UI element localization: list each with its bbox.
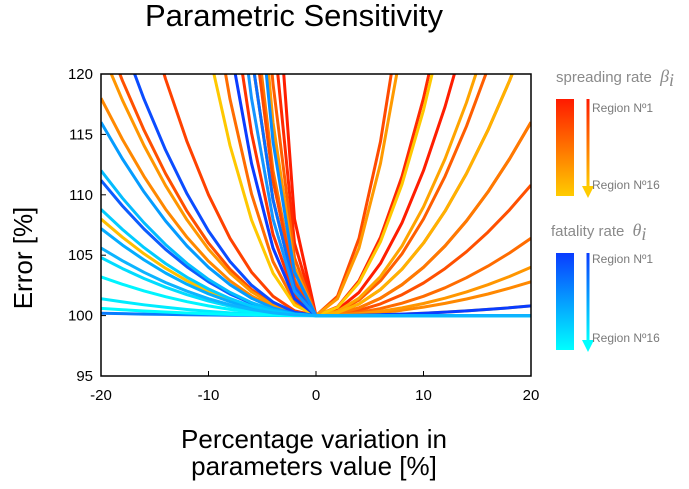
- x-tick-label: 20: [523, 387, 540, 404]
- plot-frame: [100, 73, 532, 377]
- y-tick-label: 115: [69, 126, 93, 143]
- series-line-13: [101, 217, 531, 318]
- legend-fatality-rate: fatality rate θi Region Nº1 Region Nº16: [551, 220, 660, 352]
- legend-fatality-title: fatality rate θi: [551, 220, 646, 244]
- x-axis-label-line1: Percentage variation in: [181, 424, 447, 454]
- legend-fatality-end-label: Region Nº16: [592, 331, 660, 345]
- x-tick-label: 10: [415, 387, 432, 404]
- legend-spreading-arrowhead: [582, 186, 594, 198]
- legend-spreading-start-label: Region Nº1: [592, 101, 653, 115]
- tick-layer: -20 -10 0 10 20 95 100 105 110 115 120: [68, 66, 539, 404]
- legend-spreading-rate: spreading rate βi Region Nº1 Region Nº16: [556, 66, 674, 198]
- x-axis-label-line2: parameters value [%]: [191, 451, 437, 481]
- y-tick-label: 110: [69, 187, 93, 204]
- series-line-32: [101, 246, 531, 318]
- series-line-24: [101, 227, 531, 318]
- series-line-10: [109, 74, 531, 318]
- legend-fatality-start-label: Region Nº1: [592, 252, 653, 266]
- legend-fatality-arrowhead: [582, 340, 594, 352]
- series-layer: [101, 74, 531, 318]
- series-line-25: [101, 169, 531, 318]
- y-tick-label: 105: [68, 247, 93, 264]
- x-tick-label: -20: [90, 387, 112, 404]
- chart-title: Parametric Sensitivity: [145, 0, 444, 33]
- legend-spreading-end-label: Region Nº16: [592, 178, 660, 192]
- legend-spreading-title: spreading rate βi: [556, 66, 674, 90]
- y-tick-label: 95: [76, 368, 93, 385]
- y-tick-label: 100: [68, 308, 93, 325]
- y-axis-label: Error [%]: [8, 207, 38, 310]
- x-tick-label: -10: [198, 387, 220, 404]
- x-tick-label: 0: [312, 387, 320, 404]
- y-tick-label: 120: [68, 66, 93, 83]
- legend-fatality-swatch: [556, 253, 574, 350]
- legend-fatality-arrow-shaft: [586, 253, 590, 341]
- legend-spreading-swatch: [556, 99, 574, 196]
- legend-spreading-arrow-shaft: [586, 99, 590, 187]
